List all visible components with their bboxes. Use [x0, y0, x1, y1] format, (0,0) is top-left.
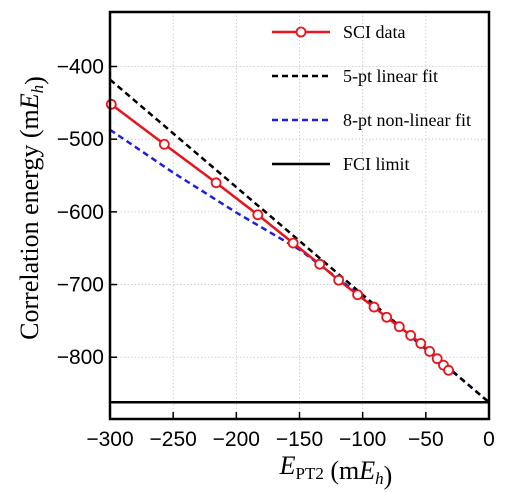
sci-data-point: [415, 338, 427, 349]
sci-data-point: [105, 98, 117, 110]
legend-label: 8-pt non-linear fit: [343, 110, 471, 130]
sci-data-point: [381, 311, 393, 323]
sci-data-point: [443, 364, 454, 376]
sci-data-point: [431, 353, 443, 365]
x-tick-label: 0: [483, 428, 495, 451]
sci-data-point: [210, 177, 222, 189]
sci-data-point: [393, 321, 405, 333]
x-tick-label: −250: [150, 428, 197, 451]
legend-label: 5-pt linear fit: [343, 66, 438, 86]
sci-data-point: [333, 274, 345, 286]
y-tick-label: −800: [57, 346, 104, 369]
legend-label: FCI limit: [343, 154, 410, 174]
axis-ticks: −300 −250 −200 −150 −100 −50 0−400−500−600−700…: [57, 56, 495, 451]
x-axis-title: EPT2 (mEh): [279, 451, 393, 490]
x-tick-label: −50: [408, 428, 444, 451]
sci-data-point: [158, 138, 170, 150]
x-tick-label: −150: [276, 428, 323, 451]
sci-data-point: [314, 258, 326, 270]
sci-data-point: [252, 209, 264, 221]
sci-data-point: [405, 330, 417, 341]
sci-data-point: [424, 346, 436, 357]
y-tick-label: −400: [57, 56, 104, 79]
y-tick-label: −500: [57, 128, 104, 151]
x-tick-label: −100: [339, 428, 386, 451]
legend-label: SCI data: [343, 22, 406, 42]
y-axis-title: Correlation energy (mEh): [15, 76, 49, 340]
sci-data-point: [352, 289, 364, 301]
y-tick-label: −600: [57, 201, 104, 224]
sci-data-point: [368, 301, 380, 313]
legend-marker: [295, 26, 307, 38]
y-tick-label: −700: [57, 274, 104, 297]
x-tick-label: −300: [86, 428, 133, 451]
x-tick-label: −200: [213, 428, 260, 451]
sci-data-point: [287, 237, 299, 249]
legend: SCI data 5-pt linear fit 8-pt non-linear f…: [272, 22, 471, 174]
